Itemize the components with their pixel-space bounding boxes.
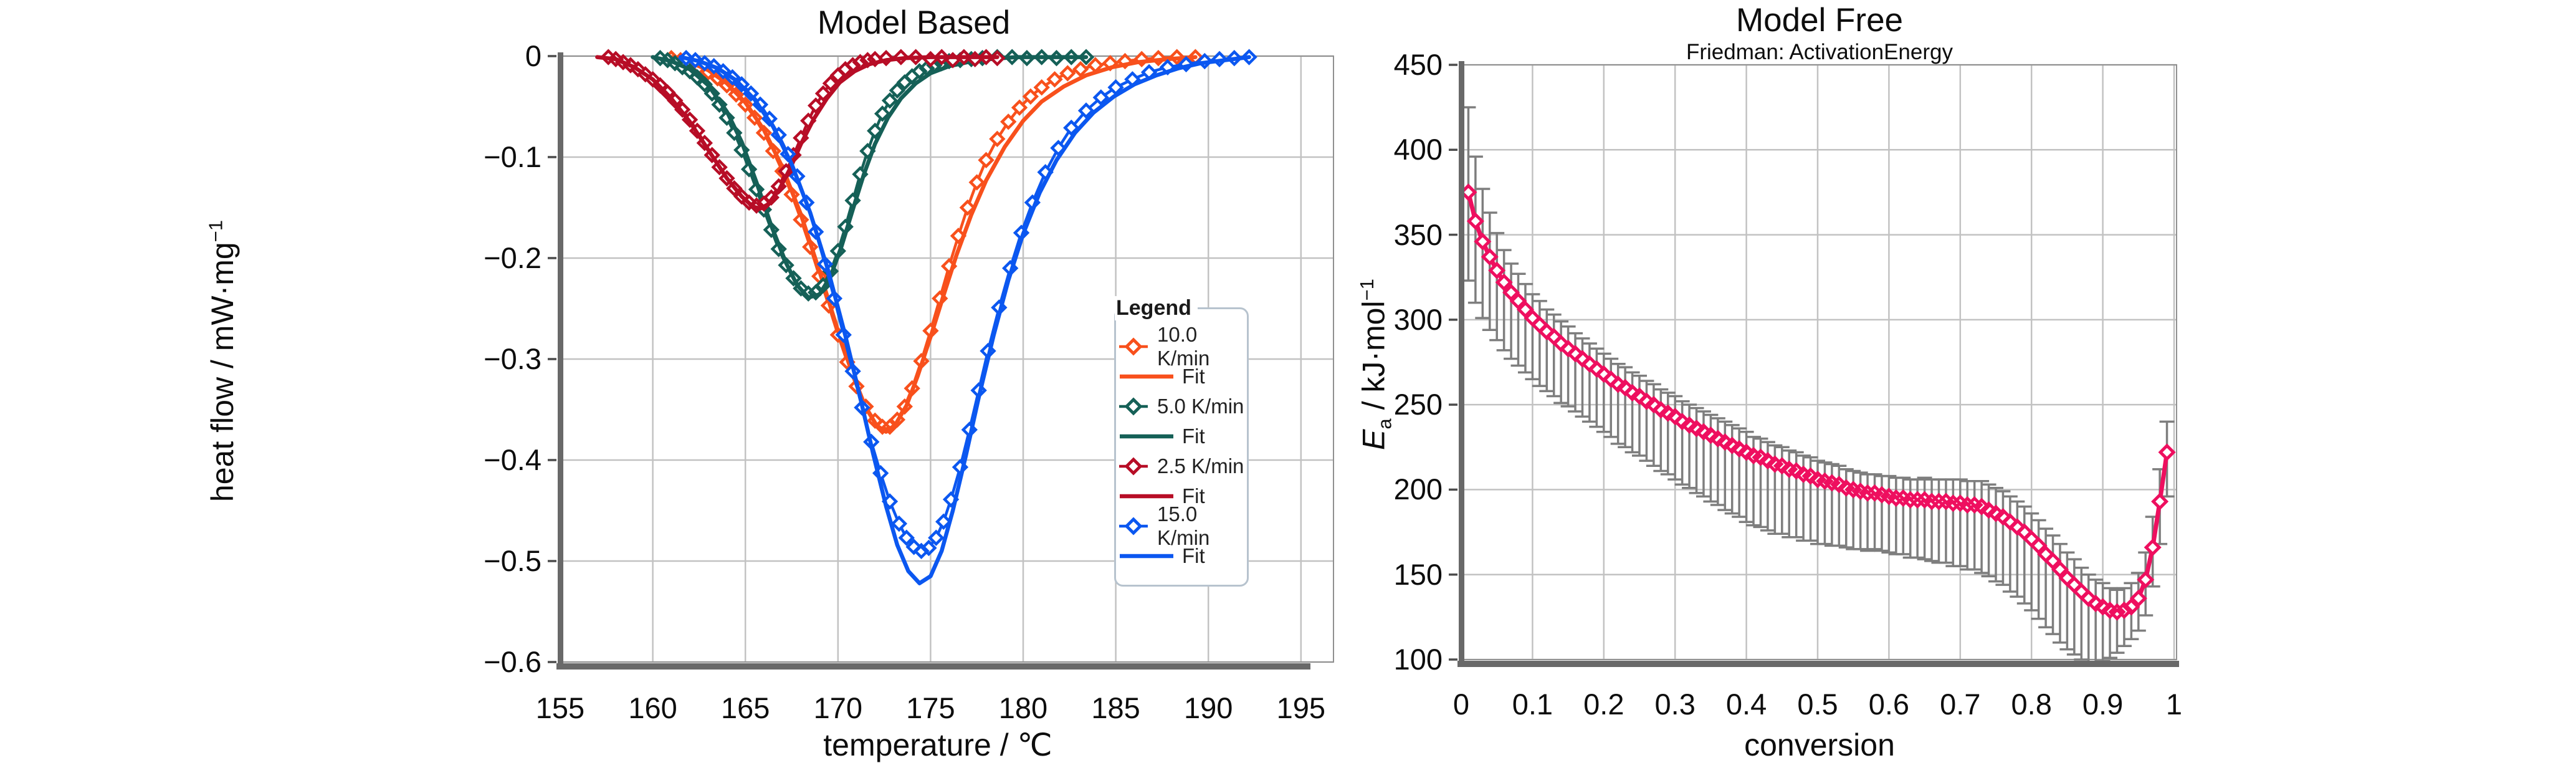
x-tick-label: 155 bbox=[535, 691, 585, 724]
x-tick-label: 195 bbox=[1276, 691, 1325, 724]
y-tick-label: 300 bbox=[1393, 302, 1443, 336]
right-ylabel-sup: −1 bbox=[1355, 279, 1378, 301]
legend-line-sample bbox=[1120, 434, 1173, 439]
y-tick-label: −0.4 bbox=[484, 443, 541, 476]
legend-entry-label: Fit bbox=[1182, 544, 1205, 567]
y-tick-label: −0.6 bbox=[484, 645, 541, 678]
x-tick-label: 0.9 bbox=[2082, 688, 2124, 721]
legend-entry-label: 2.5 K/min bbox=[1157, 454, 1244, 478]
legend-entry: Fit bbox=[1119, 541, 1246, 571]
data-markers bbox=[1459, 183, 2176, 621]
legend-rows: 10.0 K/min Fit 5.0 K/min Fit 2.5 K/min Fit 15.… bbox=[1119, 323, 1246, 571]
x-axis-bar bbox=[556, 663, 1310, 670]
data-markers bbox=[652, 49, 1095, 302]
left-chart-ylabel: heat flow / mW·mg−1 bbox=[204, 112, 241, 610]
y-axis-bar bbox=[558, 52, 563, 668]
y-tick-label: 250 bbox=[1393, 388, 1443, 421]
series-10.0-k-min-fit bbox=[669, 55, 1198, 434]
legend-entry-label: 10.0 K/min bbox=[1157, 323, 1210, 370]
legend-entry: 15.0 K/min bbox=[1119, 502, 1246, 549]
y-tick-label: 200 bbox=[1393, 473, 1443, 506]
legend-marker-sample bbox=[1119, 397, 1148, 416]
x-tick-label: 170 bbox=[813, 691, 862, 724]
legend-entry-label: Fit bbox=[1182, 425, 1205, 448]
y-tick-marks bbox=[1449, 64, 1457, 661]
x-tick-label: 0.4 bbox=[1725, 688, 1767, 721]
right-ylabel-sub: a bbox=[1373, 418, 1396, 430]
left-chart-xlabel: temperature / ℃ bbox=[823, 727, 1052, 762]
legend-box: Legend 10.0 K/min Fit 5.0 K/min Fit 2.5 K/mi… bbox=[1114, 296, 1249, 587]
series-5.0-k-min-fit bbox=[651, 55, 1089, 300]
y-tick-marks bbox=[548, 55, 556, 663]
legend-entry-label: 15.0 K/min bbox=[1157, 502, 1210, 549]
legend-line-sample bbox=[1120, 554, 1173, 559]
series-2.5-k-min-fit bbox=[595, 55, 999, 211]
left-ylabel-text: heat flow / mW·mg bbox=[205, 242, 240, 502]
legend-line-sample bbox=[1120, 494, 1173, 499]
x-tick-label: 160 bbox=[628, 691, 677, 724]
right-chart-xlabel: conversion bbox=[1744, 727, 1895, 762]
x-tick-label: 0.3 bbox=[1654, 688, 1696, 721]
legend-entry-label: Fit bbox=[1182, 365, 1205, 388]
x-tick-label: 0.7 bbox=[1940, 688, 1981, 721]
series-5.0-k-min bbox=[652, 49, 1095, 302]
y-tick-label: 150 bbox=[1393, 557, 1443, 591]
x-tick-label: 0.6 bbox=[1868, 688, 1910, 721]
y-tick-label: 450 bbox=[1393, 48, 1443, 81]
fit-line bbox=[651, 55, 1089, 300]
right-ylabel-italic: E bbox=[1356, 429, 1391, 450]
x-tick-label: 1 bbox=[2165, 688, 2183, 721]
legend-entry: 2.5 K/min bbox=[1119, 451, 1246, 481]
y-tick-label: 0 bbox=[525, 39, 541, 72]
x-tick-label: 180 bbox=[998, 691, 1048, 724]
right-ylabel-text: / kJ·mol bbox=[1356, 300, 1391, 419]
legend-marker-sample bbox=[1119, 517, 1148, 535]
y-tick-label: −0.5 bbox=[484, 544, 541, 577]
x-tick-label: 0.8 bbox=[2011, 688, 2052, 721]
x-tick-label: 175 bbox=[906, 691, 955, 724]
legend-line-sample bbox=[1120, 374, 1173, 379]
legend-marker-sample bbox=[1119, 457, 1148, 476]
fit-line bbox=[595, 55, 999, 211]
data-line bbox=[607, 55, 999, 208]
y-tick-label: 400 bbox=[1393, 133, 1443, 166]
fit-line bbox=[678, 55, 1251, 585]
x-axis-bar bbox=[1457, 661, 2179, 667]
legend-entry-label: Fit bbox=[1182, 484, 1205, 507]
legend-entry: 5.0 K/min bbox=[1119, 391, 1246, 421]
x-tick-label: 0.2 bbox=[1583, 688, 1624, 721]
x-tick-label: 185 bbox=[1091, 691, 1140, 724]
y-tick-label: −0.3 bbox=[484, 342, 541, 375]
y-tick-label: 350 bbox=[1393, 218, 1443, 251]
left-ylabel-sup: −1 bbox=[204, 219, 227, 242]
x-tick-label: 0 bbox=[1453, 688, 1470, 721]
y-axis-bar bbox=[1459, 61, 1464, 666]
legend-entry: Fit bbox=[1119, 481, 1246, 511]
series-15.0-k-min-fit bbox=[678, 55, 1251, 585]
right-chart-ylabel: Ea / kJ·mol−1 bbox=[1356, 115, 1396, 614]
y-tick-label: −0.2 bbox=[484, 241, 541, 274]
legend-entry: Fit bbox=[1119, 362, 1246, 391]
legend-entry-label: 5.0 K/min bbox=[1157, 395, 1244, 418]
right-chart-title: Model Free bbox=[1735, 2, 1904, 39]
x-tick-label: 0.5 bbox=[1797, 688, 1838, 721]
fit-line bbox=[669, 55, 1198, 434]
right-chart-subtitle: Friedman: ActivationEnergy bbox=[1686, 40, 1953, 64]
x-tick-label: 165 bbox=[720, 691, 770, 724]
y-tick-label: −0.1 bbox=[484, 140, 541, 173]
x-tick-label: 190 bbox=[1183, 691, 1233, 724]
left-chart-title: Model Based bbox=[817, 4, 1011, 41]
series-activationenergy bbox=[1459, 106, 2176, 665]
model-free-plot bbox=[1449, 61, 2179, 667]
y-tick-label: 100 bbox=[1393, 642, 1443, 676]
x-tick-label: 0.1 bbox=[1512, 688, 1553, 721]
legend-entry: 10.0 K/min bbox=[1119, 323, 1246, 370]
legend-marker-sample bbox=[1119, 337, 1148, 356]
legend-title: Legend bbox=[1115, 296, 1198, 320]
legend-entry: Fit bbox=[1119, 421, 1246, 451]
